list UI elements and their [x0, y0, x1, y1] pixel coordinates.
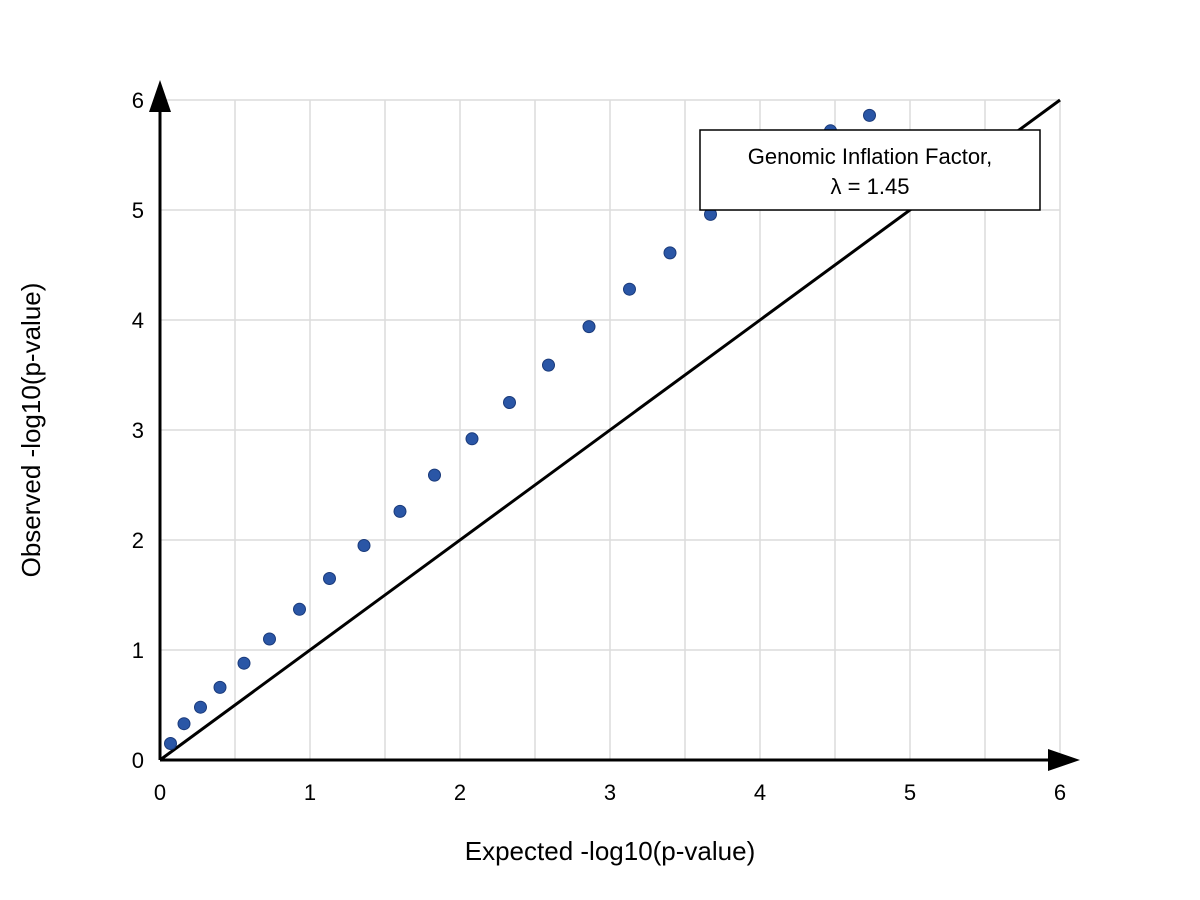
annotation-line-1: Genomic Inflation Factor, [748, 144, 993, 169]
annotation-box: Genomic Inflation Factor, λ = 1.45 [699, 129, 1041, 211]
x-tick-labels: 0 1 2 3 4 5 6 [154, 780, 1066, 805]
x-tick-label: 4 [754, 780, 766, 805]
annotation-line-2: λ = 1.45 [831, 174, 910, 199]
x-axis-arrowhead [1048, 749, 1080, 771]
y-tick-label: 0 [132, 748, 144, 773]
y-tick-label: 2 [132, 528, 144, 553]
y-tick-label: 1 [132, 638, 144, 663]
y-axis-title: Observed -log10(p-value) [16, 283, 46, 578]
data-point [465, 432, 479, 446]
data-point [428, 468, 441, 482]
data-point [177, 717, 191, 731]
y-tick-label: 3 [132, 418, 144, 443]
data-point [863, 108, 876, 122]
data-point [623, 282, 636, 296]
data-point [582, 320, 596, 334]
x-tick-label: 0 [154, 780, 166, 805]
data-point [663, 246, 677, 260]
data-point [213, 680, 227, 694]
y-tick-label: 4 [132, 308, 144, 333]
x-tick-label: 5 [904, 780, 916, 805]
data-point [542, 358, 555, 372]
y-axis-arrowhead [149, 80, 171, 112]
data-point [293, 602, 306, 616]
data-point [164, 737, 177, 750]
axes [149, 80, 1080, 771]
annotation-frame [699, 129, 1041, 211]
x-axis-title: Expected -log10(p-value) [465, 836, 756, 866]
data-point [323, 572, 336, 585]
x-tick-label: 1 [304, 780, 316, 805]
x-tick-label: 2 [454, 780, 466, 805]
data-point [393, 504, 407, 518]
data-point [237, 656, 251, 670]
y-tick-label: 6 [132, 88, 144, 113]
data-point [263, 632, 276, 646]
data-point [194, 700, 207, 714]
y-tick-label: 5 [132, 198, 144, 223]
x-tick-label: 3 [604, 780, 616, 805]
x-tick-label: 6 [1054, 780, 1066, 805]
data-point [357, 539, 371, 552]
data-point [503, 396, 516, 409]
y-tick-labels: 0 1 2 3 4 5 6 [132, 88, 144, 773]
